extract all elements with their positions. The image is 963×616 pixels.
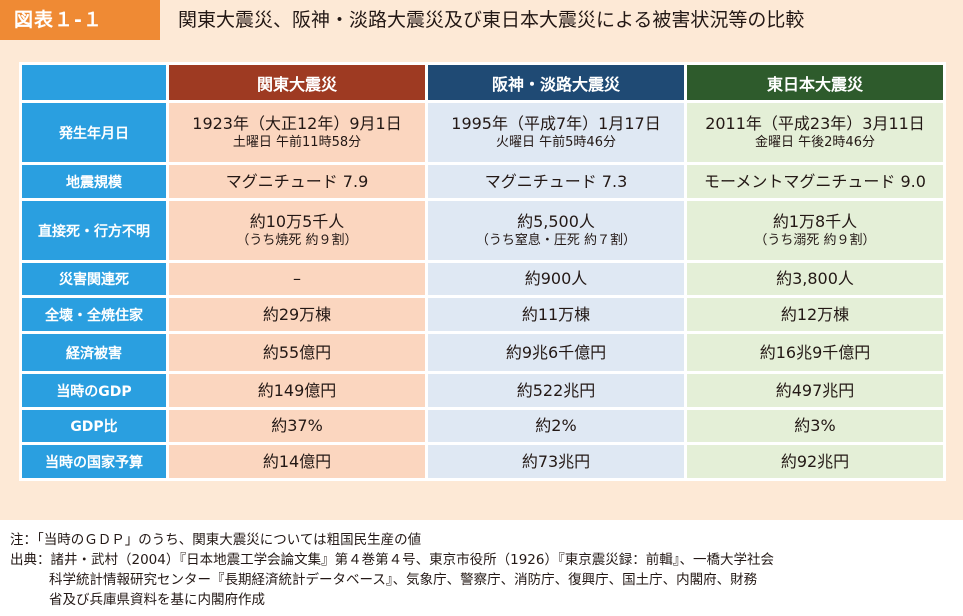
table-row: 直接死・行方不明 約10万5千人 （うち焼死 約９割） 約5,500人 （うち窒息・圧死… [19, 198, 946, 263]
table-cell: 約55億円 [166, 331, 428, 374]
note-text: 注：「当時のＧＤＰ」のうち、関東大震災については粗国民生産の値 [10, 532, 422, 548]
table-body: 発生年月日 1923年（大正12年）9月1日 土曜日 午前11時58分 1995年（平… [19, 100, 946, 481]
cell-sub-text: 金曜日 午後2時46分 [755, 135, 875, 150]
table-cell: モーメントマグニチュード 9.0 [684, 162, 946, 201]
table-cell: 約3,800人 [684, 260, 946, 298]
comparison-table: 関東大震災 阪神・淡路大震災 東日本大震災 発生年月日 1923年（大正12年）9… [19, 62, 946, 481]
table-cell: マグニチュード 7.9 [166, 162, 428, 201]
cell-main-text: 約522兆円 [516, 380, 596, 400]
column-header-hanshin: 阪神・淡路大震災 [425, 62, 687, 103]
table-row: 経済被害 約55億円 約9兆6千億円 約16兆9千億円 [19, 331, 946, 374]
table-cell: 約497兆円 [684, 371, 946, 410]
table-cell: 約149億円 [166, 371, 428, 410]
cell-main-text: 約5,500人 [517, 212, 595, 231]
cell-main-text: 約92兆円 [780, 451, 850, 471]
cell-main-text: 約2% [535, 416, 577, 435]
table-cell: 約10万5千人 （うち焼死 約９割） [166, 198, 428, 263]
cell-sub-text: （うち溺死 約９割） [754, 233, 876, 248]
row-header: 災害関連死 [19, 260, 169, 298]
cell-sub-text: （うち窒息・圧死 約７割） [475, 233, 637, 248]
cell-main-text: 約9兆6千億円 [505, 342, 607, 362]
table-row: 発生年月日 1923年（大正12年）9月1日 土曜日 午前11時58分 1995年（平… [19, 100, 946, 165]
cell-main-text: 約73兆円 [521, 451, 591, 471]
column-header-kanto: 関東大震災 [166, 62, 428, 103]
notes: 注：「当時のＧＤＰ」のうち、関東大震災については粗国民生産の値 出典：諸井・武村… [10, 530, 960, 610]
source-line-1: 出典：諸井・武村（2004）『日本地震工学会論文集』第４巻第４号、東京市役所（1… [10, 552, 774, 568]
cell-main-text: 約11万棟 [521, 304, 591, 324]
cell-main-text: 約16兆9千億円 [759, 342, 871, 362]
row-header: 発生年月日 [19, 100, 169, 165]
table-cell: 約900人 [425, 260, 687, 298]
table-header-row: 関東大震災 阪神・淡路大震災 東日本大震災 [19, 62, 946, 103]
table-cell: 1923年（大正12年）9月1日土曜日 午前11時58分 [166, 100, 428, 165]
cell-main-text: 約14億円 [262, 451, 332, 471]
table-row: GDP比 約37% 約2% 約3% [19, 407, 946, 445]
cell-main-text: 約900人 [524, 269, 588, 288]
figure-header: 図表１-１ 関東大震災、阪神・淡路大震災及び東日本大震災による被害状況等の比較 [0, 0, 963, 40]
table-cell: 約16兆9千億円 [684, 331, 946, 374]
cell-main-text: 1923年（大正12年）9月1日 [192, 114, 402, 133]
cell-main-text: 約12万棟 [780, 304, 850, 324]
cell-main-text: 約149億円 [257, 380, 337, 400]
cell-sub-text: 土曜日 午前11時58分 [232, 135, 362, 150]
table-cell: 約37% [166, 407, 428, 445]
figure-label: 図表１-１ [0, 0, 160, 40]
cell-main-text: 約29万棟 [262, 304, 332, 324]
row-header: 経済被害 [19, 331, 169, 374]
source-line-3: 省及び兵庫県資料を基に内閣府作成 [49, 592, 265, 608]
cell-main-text: 約3% [794, 416, 836, 435]
cell-main-text: マグニチュード 7.9 [225, 171, 369, 191]
cell-main-text: – [293, 269, 301, 288]
table-row: 全壊・全焼住家 約29万棟 約11万棟 約12万棟 [19, 295, 946, 334]
row-header: 当時のGDP [19, 371, 169, 410]
cell-main-text: 1995年（平成7年）1月17日 [451, 114, 661, 133]
source-line-2: 科学統計情報研究センター『長期経済統計データベース』、気象庁、警察庁、消防庁、復… [49, 572, 758, 588]
row-header: 当時の国家予算 [19, 442, 169, 481]
table-cell: 約2% [425, 407, 687, 445]
corner-cell [19, 62, 169, 103]
table-cell: 約522兆円 [425, 371, 687, 410]
table-panel: 関東大震災 阪神・淡路大震災 東日本大震災 発生年月日 1923年（大正12年）9… [0, 40, 963, 520]
table-row: 災害関連死 – 約900人 約3,800人 [19, 260, 946, 298]
table-cell: 約1万8千人 （うち溺死 約９割） [684, 198, 946, 263]
cell-main-text: 約1万8千人 [772, 212, 858, 231]
table-cell: マグニチュード 7.3 [425, 162, 687, 201]
cell-main-text: 約497兆円 [775, 380, 855, 400]
figure-title: 関東大震災、阪神・淡路大震災及び東日本大震災による被害状況等の比較 [178, 9, 805, 31]
row-header: GDP比 [19, 407, 169, 445]
table-row: 当時のGDP 約149億円 約522兆円 約497兆円 [19, 371, 946, 410]
row-header: 地震規模 [19, 162, 169, 201]
table-cell: 約92兆円 [684, 442, 946, 481]
column-header-higashinihon: 東日本大震災 [684, 62, 946, 103]
table-cell: 約9兆6千億円 [425, 331, 687, 374]
table-cell: 約29万棟 [166, 295, 428, 334]
cell-main-text: 約55億円 [262, 342, 332, 362]
table-cell: 約12万棟 [684, 295, 946, 334]
row-header: 全壊・全焼住家 [19, 295, 169, 334]
cell-main-text: 約10万5千人 [249, 212, 345, 231]
table-cell: 1995年（平成7年）1月17日火曜日 午前5時46分 [425, 100, 687, 165]
cell-main-text: 約3,800人 [776, 269, 854, 288]
table-cell: 約11万棟 [425, 295, 687, 334]
table-cell: 約73兆円 [425, 442, 687, 481]
row-header: 直接死・行方不明 [19, 198, 169, 263]
cell-sub-text: 火曜日 午前5時46分 [496, 135, 616, 150]
cell-main-text: モーメントマグニチュード 9.0 [704, 171, 926, 191]
table-cell: 2011年（平成23年）3月11日金曜日 午後2時46分 [684, 100, 946, 165]
cell-main-text: マグニチュード 7.3 [484, 171, 628, 191]
cell-sub-text: （うち焼死 約９割） [236, 233, 358, 248]
cell-main-text: 約37% [271, 416, 323, 435]
table-cell: – [166, 260, 428, 298]
table-cell: 約5,500人 （うち窒息・圧死 約７割） [425, 198, 687, 263]
table-cell: 約14億円 [166, 442, 428, 481]
table-row: 当時の国家予算 約14億円 約73兆円 約92兆円 [19, 442, 946, 481]
table-row: 地震規模 マグニチュード 7.9 マグニチュード 7.3 モーメントマグニチュード 9… [19, 162, 946, 201]
table-cell: 約3% [684, 407, 946, 445]
cell-main-text: 2011年（平成23年）3月11日 [705, 114, 925, 133]
